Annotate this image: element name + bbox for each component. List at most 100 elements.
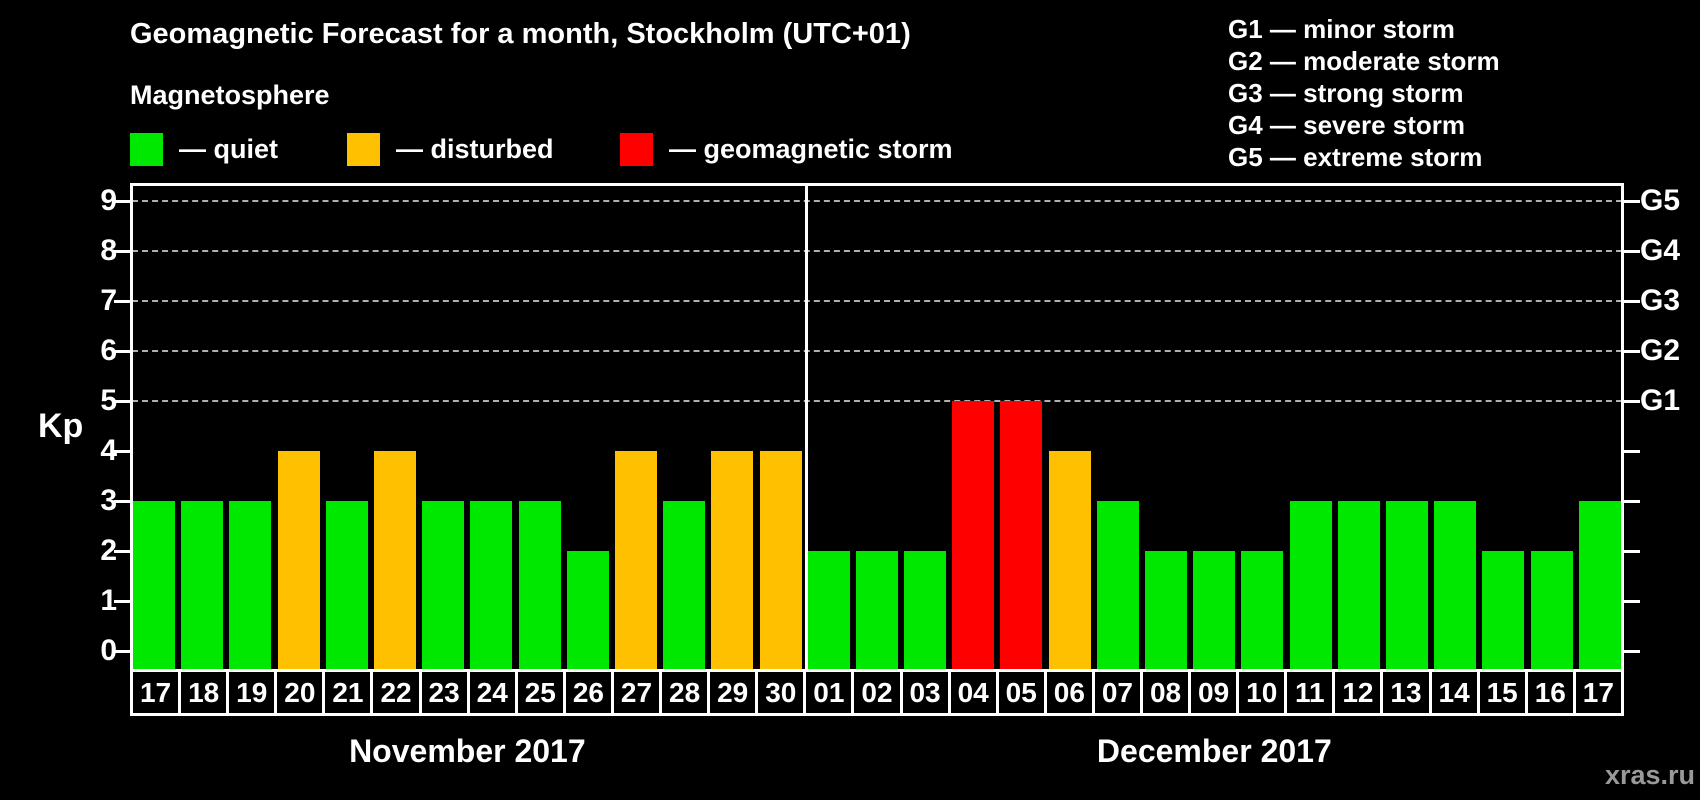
y-tick-left bbox=[114, 550, 130, 553]
g-scale-legend-line: G1 — minor storm bbox=[1228, 14, 1455, 44]
kp-bar-november-22 bbox=[374, 451, 417, 669]
g-level-label-g1: G1 bbox=[1640, 384, 1681, 417]
day-label-cell: 17 bbox=[133, 672, 182, 713]
day-label-cell: 24 bbox=[470, 672, 518, 713]
g-level-label-g4: G4 bbox=[1640, 234, 1681, 267]
kp-bar-november-28 bbox=[663, 501, 706, 669]
y-tick-left bbox=[114, 200, 130, 203]
day-label-cell: 14 bbox=[1432, 672, 1480, 713]
month-label-0: November 2017 bbox=[349, 733, 586, 769]
legend-item-storm: — geomagnetic storm bbox=[620, 132, 953, 167]
gridline-kp5 bbox=[132, 400, 1622, 402]
bar-slot bbox=[1190, 183, 1238, 669]
y-tick-right bbox=[1624, 400, 1640, 403]
kp-bar-november-26 bbox=[566, 551, 609, 669]
bar-slot bbox=[1576, 183, 1624, 669]
day-label-cell: 04 bbox=[951, 672, 999, 713]
kp-bar-november-21 bbox=[325, 501, 368, 669]
y-tick-left bbox=[114, 350, 130, 353]
y-tick-right bbox=[1624, 600, 1640, 603]
kp-bar-november-25 bbox=[518, 501, 561, 669]
day-label-cell: 23 bbox=[422, 672, 470, 713]
chart-title: Geomagnetic Forecast for a month, Stockh… bbox=[130, 18, 911, 50]
y-tick-label: 3 bbox=[100, 484, 117, 517]
legend-label-quiet: — quiet bbox=[179, 134, 278, 164]
kp-bar-december-03 bbox=[904, 551, 947, 669]
bar-slot bbox=[805, 183, 853, 669]
legend-item-disturbed: — disturbed bbox=[347, 132, 554, 167]
bar-slot bbox=[178, 183, 226, 669]
day-label-cell: 09 bbox=[1191, 672, 1240, 713]
y-tick-right bbox=[1624, 250, 1640, 253]
y-tick-left bbox=[114, 450, 130, 453]
chart-subtitle: Magnetosphere bbox=[130, 80, 330, 110]
day-label-cell: 11 bbox=[1287, 672, 1336, 713]
bar-slot bbox=[1335, 183, 1383, 669]
day-label-cell: 07 bbox=[1095, 672, 1143, 713]
bar-slot bbox=[612, 183, 660, 669]
bar-slot bbox=[275, 183, 323, 669]
kp-bar-december-05 bbox=[1000, 401, 1043, 669]
bar-slot bbox=[1383, 183, 1431, 669]
gridline-kp8 bbox=[132, 250, 1622, 252]
plot-border-top bbox=[130, 183, 1624, 186]
day-label-cell: 10 bbox=[1239, 672, 1288, 713]
y-tick-right bbox=[1624, 450, 1640, 453]
kp-bar-december-04 bbox=[952, 401, 995, 669]
bar-slot bbox=[419, 183, 467, 669]
y-tick-left bbox=[114, 250, 130, 253]
y-tick-left bbox=[114, 300, 130, 303]
y-tick-right bbox=[1624, 200, 1640, 203]
kp-bar-november-18 bbox=[181, 501, 224, 669]
bar-layer bbox=[130, 183, 1624, 669]
kp-bar-december-07 bbox=[1096, 501, 1139, 669]
day-label-cell: 19 bbox=[229, 672, 278, 713]
kp-bar-december-01 bbox=[807, 551, 850, 669]
day-label-cell: 03 bbox=[903, 672, 951, 713]
y-tick-right bbox=[1624, 550, 1640, 553]
y-tick-label: 8 bbox=[100, 234, 117, 267]
bar-slot bbox=[467, 183, 515, 669]
g-level-label-g3: G3 bbox=[1640, 284, 1681, 317]
plot-area bbox=[114, 183, 1640, 669]
month-separator-line bbox=[805, 183, 808, 669]
kp-bar-december-17 bbox=[1578, 501, 1621, 669]
plot-border-right bbox=[1621, 183, 1624, 669]
kp-bar-november-27 bbox=[614, 451, 657, 669]
bar-slot bbox=[1287, 183, 1335, 669]
day-label-cell: 29 bbox=[710, 672, 759, 713]
y-tick-label: 9 bbox=[100, 184, 117, 217]
y-tick-label: 7 bbox=[100, 284, 117, 317]
kp-bar-december-13 bbox=[1385, 501, 1428, 669]
day-label-cell: 02 bbox=[854, 672, 903, 713]
kp-bar-december-02 bbox=[855, 551, 898, 669]
bar-slot bbox=[756, 183, 804, 669]
day-label-cell: 05 bbox=[999, 672, 1047, 713]
y-tick-left bbox=[114, 400, 130, 403]
bar-slot bbox=[1431, 183, 1479, 669]
day-label-cell: 20 bbox=[277, 672, 326, 713]
day-label-cell: 17 bbox=[1582, 676, 1614, 708]
day-label-cell: 12 bbox=[1335, 672, 1384, 713]
kp-bar-november-17 bbox=[133, 501, 176, 669]
day-axis-band: 17 18 19 20 21 22 23 24 25 26 27 28 29 30 01 02 03 04 05 06… bbox=[130, 669, 1624, 716]
kp-bar-november-30 bbox=[759, 451, 802, 669]
bar-slot bbox=[660, 183, 708, 669]
y-tick-label: 5 bbox=[100, 384, 117, 417]
kp-bar-december-09 bbox=[1193, 551, 1236, 669]
bar-slot bbox=[323, 183, 371, 669]
day-label-cell: 26 bbox=[566, 672, 614, 713]
y-axis-label: Kp bbox=[38, 407, 84, 445]
gridline-kp6 bbox=[132, 350, 1622, 352]
y-tick-label: 6 bbox=[100, 334, 117, 367]
bar-slot bbox=[516, 183, 564, 669]
bar-slot bbox=[130, 183, 178, 669]
g-level-label-g5: G5 bbox=[1640, 184, 1681, 217]
g-level-label-g2: G2 bbox=[1640, 334, 1681, 367]
day-label-cell: 18 bbox=[181, 672, 230, 713]
kp-bar-december-11 bbox=[1289, 501, 1332, 669]
day-label-cell: 08 bbox=[1143, 672, 1192, 713]
kp-bar-december-16 bbox=[1530, 551, 1573, 669]
day-label-cell: 13 bbox=[1383, 672, 1432, 713]
legend-label-storm: — geomagnetic storm bbox=[669, 134, 953, 164]
